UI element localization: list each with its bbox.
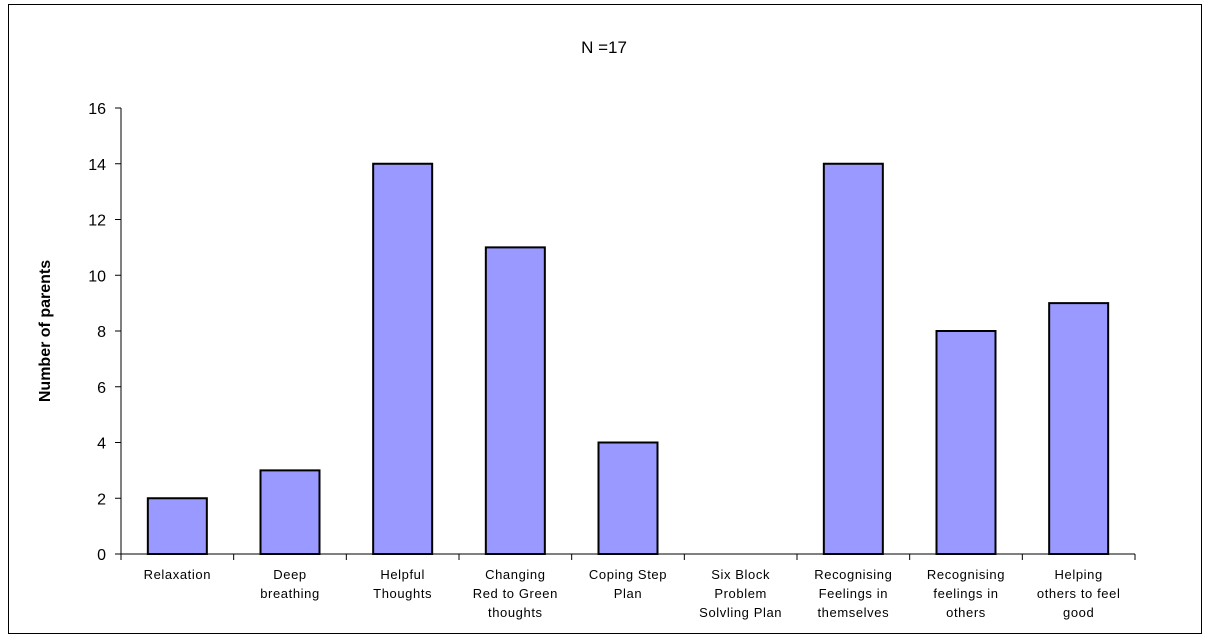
y-tick-label: 12 (88, 213, 106, 230)
x-category-label: others to feel (1037, 586, 1121, 601)
bar-8 (1048, 302, 1110, 555)
y-tick-label: 14 (88, 157, 106, 174)
x-category-label: feelings in (933, 586, 998, 601)
x-category-label: good (1063, 605, 1094, 620)
bar-2 (372, 162, 434, 555)
x-category-label: Red to Green (473, 586, 558, 601)
x-category-label: Feelings in (819, 586, 888, 601)
x-category-label: Plan (614, 586, 642, 601)
x-category-label: Thoughts (373, 586, 432, 601)
y-tick-label: 6 (97, 380, 106, 397)
x-category-label: thoughts (488, 605, 543, 620)
bar-7 (935, 330, 997, 555)
x-category-label: Six Block (711, 567, 770, 582)
x-category-label: themselves (817, 605, 889, 620)
x-category-label: Relaxation (144, 567, 211, 582)
bar-3 (484, 246, 546, 555)
y-tick-label: 8 (97, 324, 106, 341)
x-category-label: Recognising (814, 567, 892, 582)
x-category-label: Helpful (380, 567, 425, 582)
x-category-label: others (946, 605, 986, 620)
x-category-label: Solvling Plan (699, 605, 782, 620)
bar-6 (822, 162, 884, 555)
y-tick-label: 0 (97, 547, 106, 564)
x-category-label: Changing (485, 567, 545, 582)
bar-0 (146, 497, 208, 555)
y-axis-label: Number of parents (37, 260, 54, 402)
x-category-label: Recognising (927, 567, 1005, 582)
y-tick-label: 4 (97, 436, 106, 453)
bar-1 (259, 469, 321, 555)
x-category-label: Coping Step (589, 567, 667, 582)
x-category-label: Problem (714, 586, 767, 601)
y-tick-label: 16 (88, 101, 106, 118)
x-category-label: Helping (1055, 567, 1103, 582)
bar-4 (597, 441, 659, 555)
y-tick-label: 10 (88, 268, 106, 285)
y-tick-label: 2 (97, 491, 106, 508)
x-category-label: breathing (260, 586, 320, 601)
plot-area: 0 2 4 6 8 10 12 14 16 Relaxation Deep breathing Help… (88, 101, 1136, 620)
x-category-label: Deep (273, 567, 306, 582)
chart-title: N =17 (581, 38, 627, 57)
